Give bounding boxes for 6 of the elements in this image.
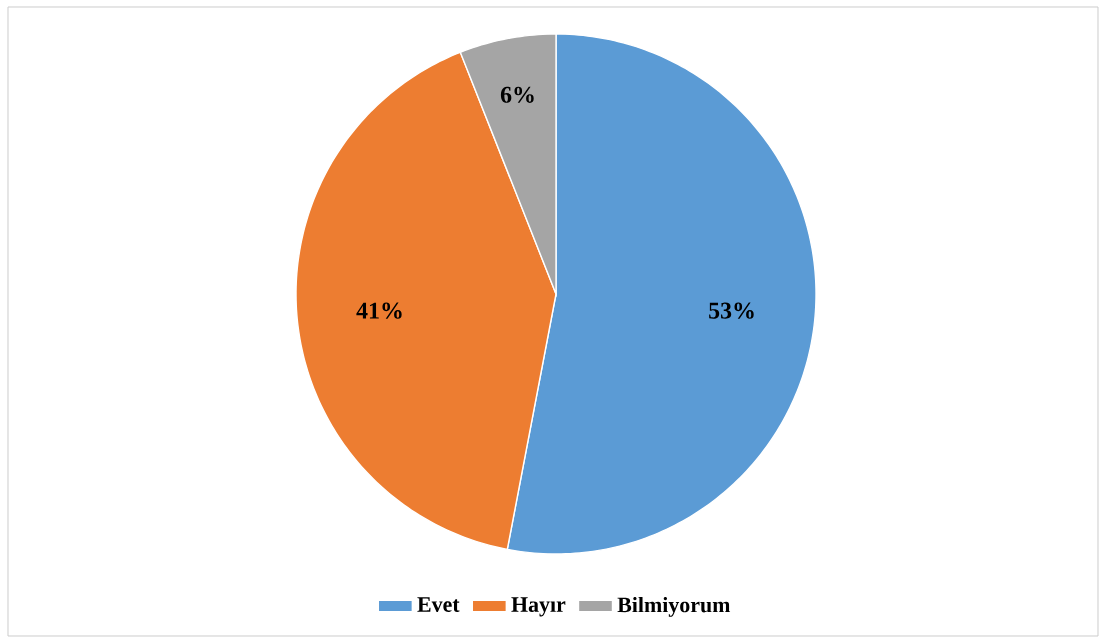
- data-label: 53%: [709, 302, 754, 319]
- legend-label: Hayır: [511, 597, 566, 617]
- data-label: 41%: [356, 302, 402, 319]
- legend-label: Evet: [417, 597, 460, 612]
- data-label: 6%: [500, 86, 534, 103]
- legend-label: Bilmiyorum: [617, 596, 731, 617]
